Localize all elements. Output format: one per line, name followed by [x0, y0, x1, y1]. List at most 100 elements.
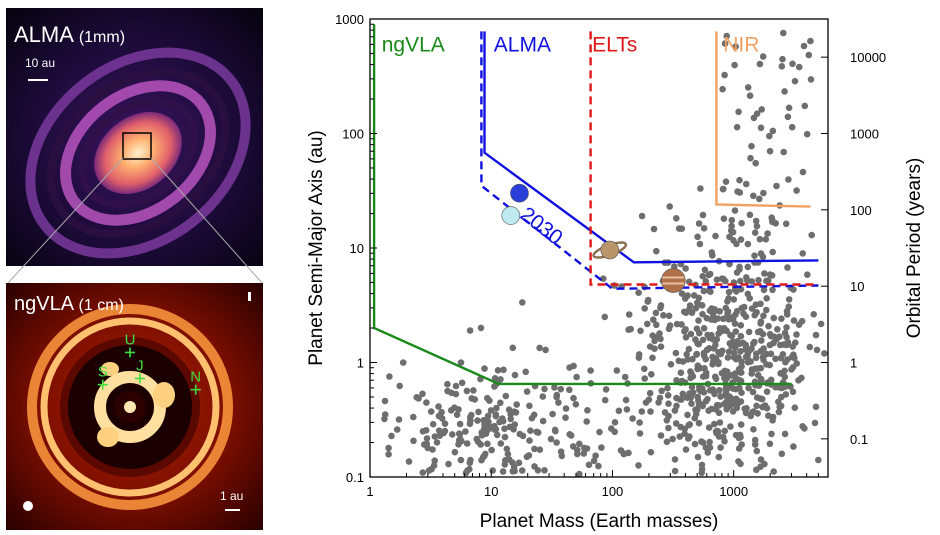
exoplanet-point [683, 351, 690, 358]
exoplanet-point [700, 287, 708, 295]
exoplanet-point [698, 438, 705, 445]
exoplanet-point [715, 409, 723, 417]
exoplanet-point [715, 402, 723, 409]
planet-marker-label: U [125, 331, 136, 348]
exoplanet-point [694, 406, 701, 414]
y-tick-label: 1 [357, 356, 364, 371]
exoplanet-point [694, 453, 702, 461]
exoplanet-point [697, 364, 704, 372]
exoplanet-point [776, 384, 783, 391]
exoplanet-point [611, 428, 618, 436]
exoplanet-point [723, 32, 730, 40]
exoplanet-point [778, 393, 785, 401]
exoplanet-point [762, 236, 770, 243]
exoplanet-point [694, 299, 701, 307]
exoplanet-point [736, 384, 743, 392]
exoplanet-point [497, 376, 504, 383]
exoplanet-point [657, 304, 664, 312]
exoplanet-point [699, 336, 707, 344]
exoplanet-point [756, 328, 764, 335]
y2-tick-label: 100 [850, 203, 872, 218]
exoplanet-point [522, 368, 529, 376]
exoplanet-point [523, 388, 531, 395]
exoplanet-point [702, 372, 710, 380]
exoplanet-point [496, 418, 503, 426]
exoplanet-point [584, 407, 591, 414]
exoplanet-point [746, 346, 754, 354]
exoplanet-point [781, 430, 789, 438]
exoplanet-point [557, 385, 565, 393]
exoplanet-point [641, 365, 648, 373]
exoplanet-point [804, 271, 811, 279]
exoplanet-point [481, 452, 488, 460]
exoplanet-point [441, 420, 449, 428]
exoplanet-point [699, 272, 706, 280]
exoplanet-point [526, 402, 533, 410]
exoplanet-point [763, 361, 770, 368]
exoplanet-point [583, 445, 591, 452]
exoplanet-point [821, 350, 828, 357]
exoplanet-point [715, 348, 722, 356]
exoplanet-point [770, 339, 777, 347]
exoplanet-point [782, 220, 790, 228]
exoplanet-point [803, 130, 811, 138]
y2-axis-title: Orbital Period (years) [904, 158, 925, 339]
exoplanet-point [746, 295, 753, 302]
exoplanet-point [627, 325, 634, 333]
exoplanet-point [743, 405, 750, 412]
exoplanet-point [728, 216, 736, 224]
annotation-2030: 2030 [516, 203, 567, 250]
exoplanet-point [395, 416, 403, 423]
exoplanet-point [756, 235, 764, 243]
exoplanet-point [748, 370, 755, 377]
exoplanet-point [702, 444, 710, 451]
exoplanet-point [526, 437, 533, 444]
exoplanet-point [722, 178, 730, 185]
exoplanet-point [587, 367, 594, 374]
exoplanet-point [686, 433, 693, 440]
exoplanet-point [457, 456, 465, 464]
exoplanet-point [700, 325, 708, 332]
exoplanet-point [793, 331, 800, 338]
exoplanet-point [737, 398, 745, 405]
exoplanet-point [722, 389, 730, 396]
exoplanet-point [650, 316, 657, 324]
exoplanet-point [463, 440, 471, 447]
y2-tick-label: 10000 [850, 50, 886, 65]
exoplanet-point [749, 408, 756, 416]
planet-position-marker: S [98, 364, 108, 390]
exoplanet-point [583, 418, 590, 425]
exoplanet-point [733, 307, 741, 315]
exoplanet-point [523, 453, 531, 461]
exoplanet-point [779, 351, 787, 358]
exoplanet-point [744, 358, 752, 366]
exoplanet-point [764, 230, 771, 237]
uranus-planet-marker [501, 206, 521, 225]
ngvla-panel-title: ngVLA (1 cm) [14, 293, 124, 315]
exoplanet-point [784, 113, 792, 121]
exoplanet-point [457, 435, 464, 443]
exoplanet-point [688, 383, 696, 391]
exoplanet-point [552, 427, 559, 435]
exoplanet-point [542, 346, 549, 354]
exoplanet-point [533, 428, 540, 436]
exoplanet-point [732, 43, 739, 50]
exoplanet-point [667, 361, 675, 368]
exoplanet-point [445, 460, 452, 468]
exoplanet-point [763, 388, 771, 396]
y-tick-label: 100 [342, 127, 364, 142]
y-tick-label: 1000 [335, 12, 364, 27]
exoplanet-point [444, 380, 451, 388]
exoplanet-point [590, 457, 598, 465]
exoplanet-point [725, 316, 733, 323]
exoplanet-point [644, 298, 652, 305]
exoplanet-point [638, 408, 646, 415]
exoplanet-point [660, 312, 667, 319]
exoplanet-point [693, 351, 700, 358]
exoplanet-point [766, 132, 773, 140]
exoplanet-point [730, 396, 738, 403]
exoplanet-point [772, 220, 779, 227]
exoplanet-point [466, 327, 474, 334]
y-tick-label: 10 [350, 241, 364, 256]
exoplanet-point [648, 371, 655, 378]
